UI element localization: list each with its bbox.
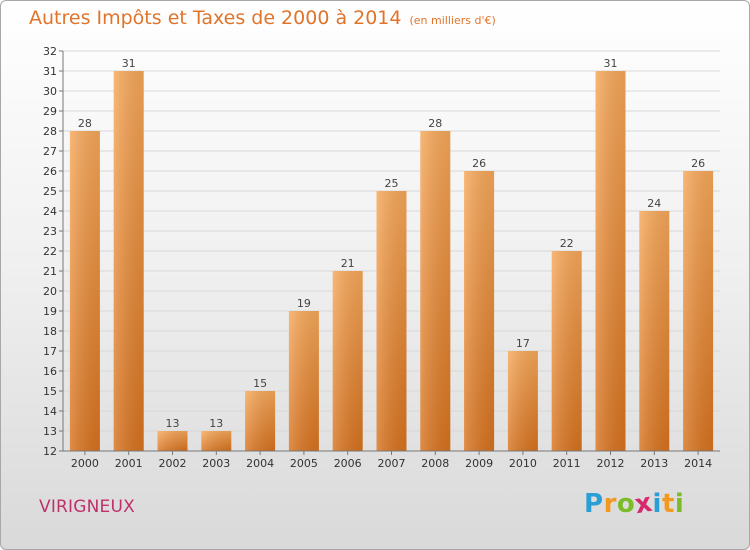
data-label: 31: [604, 57, 618, 70]
bar-shade: [376, 191, 407, 451]
x-tick-label: 2012: [597, 457, 625, 470]
y-tick-label: 21: [43, 265, 57, 278]
bar-layer: [69, 71, 714, 451]
y-tick-label: 26: [43, 165, 57, 178]
x-tick-label: 2002: [159, 457, 187, 470]
y-tick-label: 29: [43, 105, 57, 118]
logo-letter: i: [652, 489, 662, 519]
y-tick-label: 18: [43, 325, 57, 338]
label-layer: 28 31 13 13 15 19 21 25 28 26 17 22 31 24 26: [78, 57, 705, 430]
bar-shade: [551, 251, 582, 451]
y-tick-label: 15: [43, 385, 57, 398]
bar-shade: [595, 71, 626, 451]
data-label: 22: [560, 237, 574, 250]
y-tick-label: 31: [43, 65, 57, 78]
bar-shade: [201, 431, 232, 451]
data-label: 26: [691, 157, 705, 170]
y-tick-label: 14: [43, 405, 57, 418]
logo-letter: t: [661, 489, 675, 519]
commune-name: VIRIGNEUX: [39, 497, 135, 517]
x-tick-label: 2001: [115, 457, 143, 470]
data-label: 28: [78, 117, 92, 130]
x-tick-label: 2009: [465, 457, 493, 470]
chart-subtitle: (en milliers d'€): [409, 14, 496, 27]
x-tick-label: 2013: [640, 457, 668, 470]
x-tick-label: 2014: [684, 457, 712, 470]
y-tick-label: 13: [43, 425, 57, 438]
y-tick-label: 24: [43, 205, 57, 218]
y-tick-label: 23: [43, 225, 57, 238]
data-label: 26: [472, 157, 486, 170]
data-label: 24: [647, 197, 661, 210]
x-tick-label: 2003: [202, 457, 230, 470]
x-tick-label: 2000: [71, 457, 99, 470]
logo-letter: o: [616, 489, 636, 519]
x-tick-label: 2007: [378, 457, 406, 470]
data-label: 13: [209, 417, 223, 430]
data-label: 21: [341, 257, 355, 270]
x-tick-label: 2008: [421, 457, 449, 470]
data-label: 31: [122, 57, 136, 70]
bar-shade: [639, 211, 670, 451]
x-tick-label: 2010: [509, 457, 537, 470]
data-label: 15: [253, 377, 267, 390]
bar-shade: [113, 71, 144, 451]
bar-shade: [683, 171, 714, 451]
title-row: Autres Impôts et Taxes de 2000 à 2014 (en…: [29, 7, 496, 29]
bar-shade: [507, 351, 538, 451]
data-label: 25: [385, 177, 399, 190]
y-tick-label: 16: [43, 365, 57, 378]
chart-title: Autres Impôts et Taxes de 2000 à 2014: [29, 7, 402, 29]
bar-shade: [69, 131, 100, 451]
bar-shade: [420, 131, 451, 451]
data-label: 28: [428, 117, 442, 130]
proxiti-logo: Proxiti: [584, 488, 685, 521]
logo-letter: r: [603, 489, 617, 519]
y-tick-label: 27: [43, 145, 57, 158]
bar-shade: [245, 391, 276, 451]
y-tick-label: 12: [43, 445, 57, 458]
bar-shade: [288, 311, 319, 451]
bar-shade: [332, 271, 363, 451]
x-tick-label: 2006: [334, 457, 362, 470]
x-tick-label: 2005: [290, 457, 318, 470]
y-tick-label: 20: [43, 285, 57, 298]
y-tick-label: 25: [43, 185, 57, 198]
y-tick-label: 32: [43, 45, 57, 58]
logo-letter: i: [674, 489, 685, 519]
x-tick-label: 2011: [553, 457, 581, 470]
data-label: 17: [516, 337, 530, 350]
data-label: 19: [297, 297, 311, 310]
y-tick-label: 22: [43, 245, 57, 258]
axis-layer: 12 13 14 15 16 17 18 19 20 21 22 23 24 25 26 27 28 29 30 31…: [43, 45, 720, 470]
y-tick-label: 17: [43, 345, 57, 358]
x-tick-label: 2004: [246, 457, 274, 470]
y-tick-label: 19: [43, 305, 57, 318]
logo-letter: P: [584, 489, 604, 519]
data-label: 13: [166, 417, 180, 430]
y-tick-label: 30: [43, 85, 57, 98]
bar-shade: [464, 171, 495, 451]
y-tick-label: 28: [43, 125, 57, 138]
bar-shade: [157, 431, 188, 451]
